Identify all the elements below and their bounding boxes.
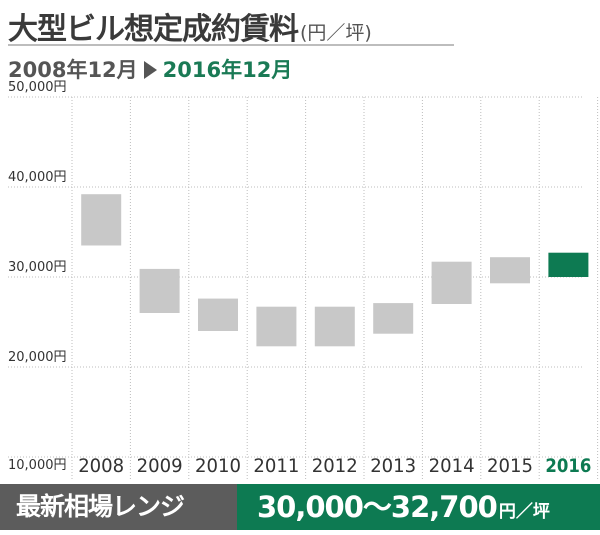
title-underline xyxy=(8,44,454,46)
range-bar xyxy=(373,303,414,334)
period-range: 2008年12月 2016年12月 xyxy=(8,54,292,84)
y-tick-label: 40,000円 xyxy=(8,170,67,185)
y-tick-label: 20,000円 xyxy=(8,350,67,365)
latest-range-value: 30,000〜32,700 xyxy=(257,490,498,524)
x-tick-label: 2016 xyxy=(545,455,591,477)
chart-title: 大型ビル想定成約賃料 xyxy=(8,12,299,47)
x-tick-label: 2013 xyxy=(370,455,416,477)
x-tick-label: 2014 xyxy=(429,455,475,477)
unit-label: (円／坪) xyxy=(300,22,372,44)
footer-bar: 最新相場レンジ 30,000〜32,700 円／坪 xyxy=(0,484,600,530)
range-bar xyxy=(256,306,297,347)
x-tick-label: 2010 xyxy=(195,455,241,477)
period-end: 2016年12月 xyxy=(162,58,293,82)
range-bar xyxy=(198,298,238,331)
arrow-right-icon xyxy=(143,61,157,79)
latest-range-label: 最新相場レンジ xyxy=(0,484,237,530)
x-tick-label: 2008 xyxy=(78,455,124,477)
period-start: 2008年12月 xyxy=(8,58,138,82)
x-tick-label: 2009 xyxy=(137,455,183,477)
range-bar xyxy=(81,194,122,246)
y-tick-label: 50,000円 xyxy=(8,80,67,95)
x-tick-label: 2012 xyxy=(312,455,358,477)
x-tick-label: 2015 xyxy=(487,455,533,477)
latest-range-panel: 30,000〜32,700 円／坪 xyxy=(237,484,600,530)
y-tick-label: 30,000円 xyxy=(8,260,67,275)
y-tick-label: 10,000円 xyxy=(8,458,67,473)
range-bar xyxy=(548,252,589,277)
range-bar xyxy=(490,257,530,284)
range-bar xyxy=(314,306,355,347)
range-bar xyxy=(139,268,180,313)
x-tick-label: 2011 xyxy=(253,455,299,477)
chart-title-block: 大型ビル想定成約賃料 (円／坪) xyxy=(8,4,372,48)
rent-range-chart: 10,000円 20,000円 30,000円 40,000円 50,000円 2008 2… xyxy=(8,80,599,479)
latest-range-unit: 円／坪 xyxy=(498,502,550,522)
range-bar xyxy=(431,261,472,304)
